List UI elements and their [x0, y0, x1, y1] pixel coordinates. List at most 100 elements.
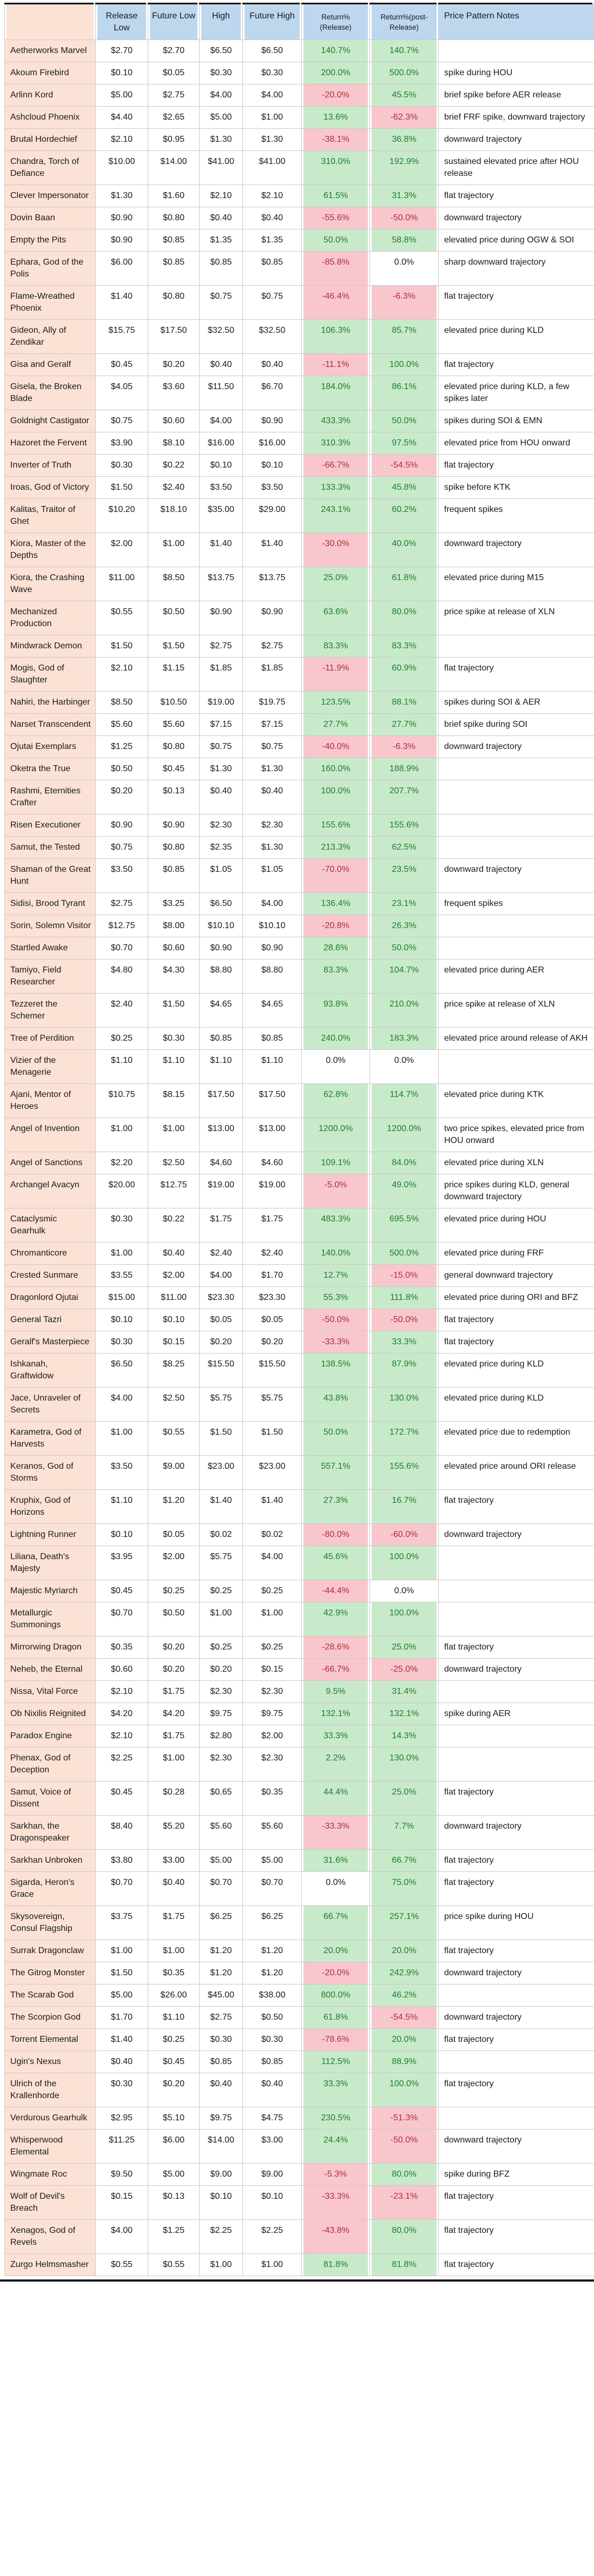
return-release-cell[interactable]: -50.0% [301, 1309, 370, 1331]
row-name-cell[interactable]: Ojutai Exemplars [4, 735, 96, 758]
future-low-cell[interactable]: $14.00 [148, 150, 200, 185]
release-low-cell[interactable]: $5.00 [95, 84, 148, 107]
price-pattern-notes-cell[interactable]: spike during HOU [438, 62, 594, 84]
high-cell[interactable]: $1.35 [199, 229, 243, 252]
price-pattern-notes-cell[interactable] [438, 635, 594, 658]
future-high-cell[interactable]: $0.85 [242, 2051, 302, 2073]
price-pattern-notes-cell[interactable]: brief spike during SOI [438, 713, 594, 736]
future-high-cell[interactable]: $0.10 [242, 454, 302, 477]
price-pattern-notes-cell[interactable]: spikes during SOI & AER [438, 691, 594, 714]
return-post-release-cell[interactable]: 33.3% [369, 1331, 439, 1353]
future-high-cell[interactable]: $16.00 [242, 432, 302, 455]
return-post-release-cell[interactable]: 20.0% [369, 1940, 439, 1962]
future-low-cell[interactable]: $11.00 [148, 1286, 200, 1309]
row-name-cell[interactable]: Lightning Runner [4, 1523, 96, 1546]
return-release-cell[interactable]: 106.3% [301, 319, 370, 354]
release-low-cell[interactable]: $2.95 [95, 2107, 148, 2130]
high-cell[interactable]: $0.90 [199, 937, 243, 960]
return-release-cell[interactable]: 160.0% [301, 758, 370, 780]
future-high-cell[interactable]: $0.30 [242, 2028, 302, 2051]
future-low-cell[interactable]: $0.13 [148, 2185, 200, 2220]
future-high-cell[interactable]: $0.20 [242, 1331, 302, 1353]
price-pattern-notes-cell[interactable]: downward trajectory [438, 858, 594, 893]
future-high-cell[interactable]: $4.75 [242, 2107, 302, 2130]
release-low-cell[interactable]: $3.75 [95, 1905, 148, 1940]
high-cell[interactable]: $5.00 [199, 1849, 243, 1872]
return-release-cell[interactable]: 44.4% [301, 1781, 370, 1816]
row-name-cell[interactable]: Nahiri, the Harbinger [4, 691, 96, 714]
row-name-cell[interactable]: Paradox Engine [4, 1725, 96, 1747]
row-name-cell[interactable]: Arlinn Kord [4, 84, 96, 107]
price-pattern-notes-cell[interactable] [438, 915, 594, 937]
future-high-cell[interactable]: $9.75 [242, 1703, 302, 1725]
future-low-cell[interactable]: $2.50 [148, 1152, 200, 1174]
release-low-cell[interactable]: $0.10 [95, 1523, 148, 1546]
return-release-cell[interactable]: 83.3% [301, 635, 370, 658]
high-cell[interactable]: $1.40 [199, 533, 243, 567]
future-high-cell[interactable]: $2.25 [242, 2219, 302, 2254]
row-name-cell[interactable]: Sidisi, Brood Tyrant [4, 892, 96, 915]
release-low-cell[interactable]: $4.80 [95, 959, 148, 994]
return-release-cell[interactable]: -80.0% [301, 1523, 370, 1546]
price-pattern-notes-cell[interactable]: downward trajectory [438, 735, 594, 758]
return-post-release-cell[interactable]: 188.9% [369, 758, 439, 780]
high-cell[interactable]: $19.00 [199, 691, 243, 714]
return-post-release-cell[interactable]: 45.8% [369, 476, 439, 499]
high-cell[interactable]: $7.15 [199, 713, 243, 736]
price-pattern-notes-cell[interactable]: flat trajectory [438, 1940, 594, 1962]
return-post-release-cell[interactable]: 0.0% [369, 1580, 439, 1602]
return-post-release-cell[interactable]: -54.5% [369, 2006, 439, 2029]
high-cell[interactable]: $5.60 [199, 1815, 243, 1850]
price-pattern-notes-cell[interactable]: elevated price during HOU [438, 1208, 594, 1243]
high-cell[interactable]: $0.30 [199, 62, 243, 84]
future-high-cell[interactable]: $5.75 [242, 1387, 302, 1422]
return-post-release-cell[interactable]: -60.0% [369, 1523, 439, 1546]
return-post-release-cell[interactable]: 25.0% [369, 1636, 439, 1659]
future-high-cell[interactable]: $1.50 [242, 1421, 302, 1456]
return-post-release-cell[interactable]: 86.1% [369, 376, 439, 410]
return-release-cell[interactable]: -78.6% [301, 2028, 370, 2051]
return-post-release-cell[interactable]: 100.0% [369, 2073, 439, 2107]
return-release-cell[interactable]: 310.3% [301, 432, 370, 455]
high-cell[interactable]: $2.10 [199, 185, 243, 207]
future-high-cell[interactable]: $0.40 [242, 353, 302, 376]
return-release-cell[interactable]: 62.8% [301, 1083, 370, 1118]
row-name-cell[interactable]: Sarkhan, the Dragonspeaker [4, 1815, 96, 1850]
return-post-release-cell[interactable]: 207.7% [369, 780, 439, 814]
return-post-release-cell[interactable]: 500.0% [369, 1242, 439, 1265]
return-post-release-cell[interactable]: 87.9% [369, 1353, 439, 1388]
high-cell[interactable]: $0.40 [199, 353, 243, 376]
price-pattern-notes-cell[interactable] [438, 40, 594, 62]
future-high-cell[interactable]: $1.40 [242, 533, 302, 567]
price-pattern-notes-cell[interactable]: elevated price during KLD [438, 1387, 594, 1422]
high-cell[interactable]: $45.00 [199, 1984, 243, 2007]
return-release-cell[interactable]: 20.0% [301, 1940, 370, 1962]
future-high-cell[interactable]: $32.50 [242, 319, 302, 354]
future-high-cell[interactable]: $1.20 [242, 1962, 302, 1984]
price-pattern-notes-cell[interactable]: flat trajectory [438, 1871, 594, 1906]
high-cell[interactable]: $0.40 [199, 2073, 243, 2107]
row-name-cell[interactable]: Empty the Pits [4, 229, 96, 252]
price-pattern-notes-cell[interactable] [438, 836, 594, 859]
return-post-release-cell[interactable]: 192.9% [369, 150, 439, 185]
high-cell[interactable]: $1.75 [199, 1208, 243, 1243]
future-high-cell[interactable]: $0.90 [242, 601, 302, 635]
high-cell[interactable]: $0.40 [199, 207, 243, 229]
row-name-cell[interactable]: Wolf of Devil's Breach [4, 2185, 96, 2220]
future-low-cell[interactable]: $0.50 [148, 601, 200, 635]
release-low-cell[interactable]: $0.75 [95, 836, 148, 859]
future-low-cell[interactable]: $8.00 [148, 915, 200, 937]
header-return-release[interactable]: Return% (Release) [301, 4, 370, 40]
future-high-cell[interactable]: $0.05 [242, 1309, 302, 1331]
future-high-cell[interactable]: $0.75 [242, 735, 302, 758]
return-release-cell[interactable]: -20.8% [301, 915, 370, 937]
future-high-cell[interactable]: $0.70 [242, 1871, 302, 1906]
row-name-cell[interactable]: Ugin's Nexus [4, 2051, 96, 2073]
price-pattern-notes-cell[interactable]: downward trajectory [438, 2129, 594, 2164]
future-high-cell[interactable]: $2.10 [242, 185, 302, 207]
future-high-cell[interactable]: $17.50 [242, 1083, 302, 1118]
price-pattern-notes-cell[interactable] [438, 1984, 594, 2007]
release-low-cell[interactable]: $0.50 [95, 758, 148, 780]
return-release-cell[interactable]: 200.0% [301, 62, 370, 84]
future-low-cell[interactable]: $26.00 [148, 1984, 200, 2007]
